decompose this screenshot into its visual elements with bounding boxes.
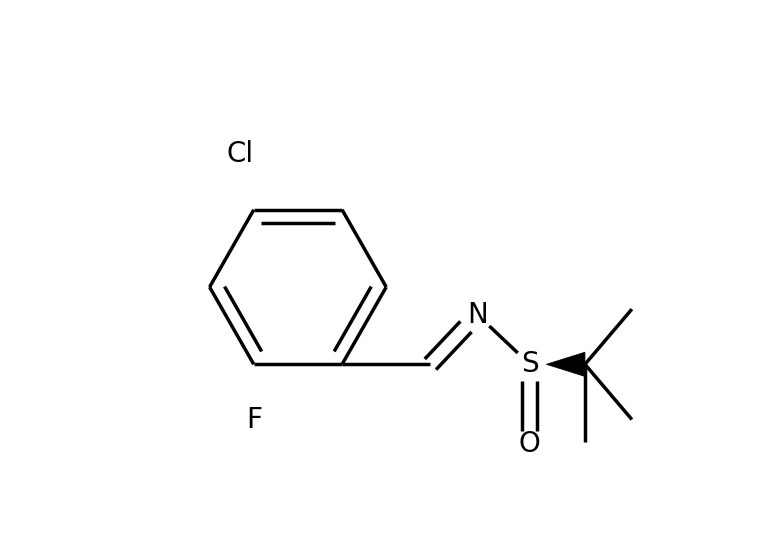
Text: S: S: [521, 351, 538, 378]
Polygon shape: [546, 352, 585, 376]
Text: N: N: [467, 301, 488, 328]
Text: Cl: Cl: [226, 140, 254, 168]
Text: O: O: [519, 431, 541, 458]
Text: F: F: [246, 406, 261, 434]
